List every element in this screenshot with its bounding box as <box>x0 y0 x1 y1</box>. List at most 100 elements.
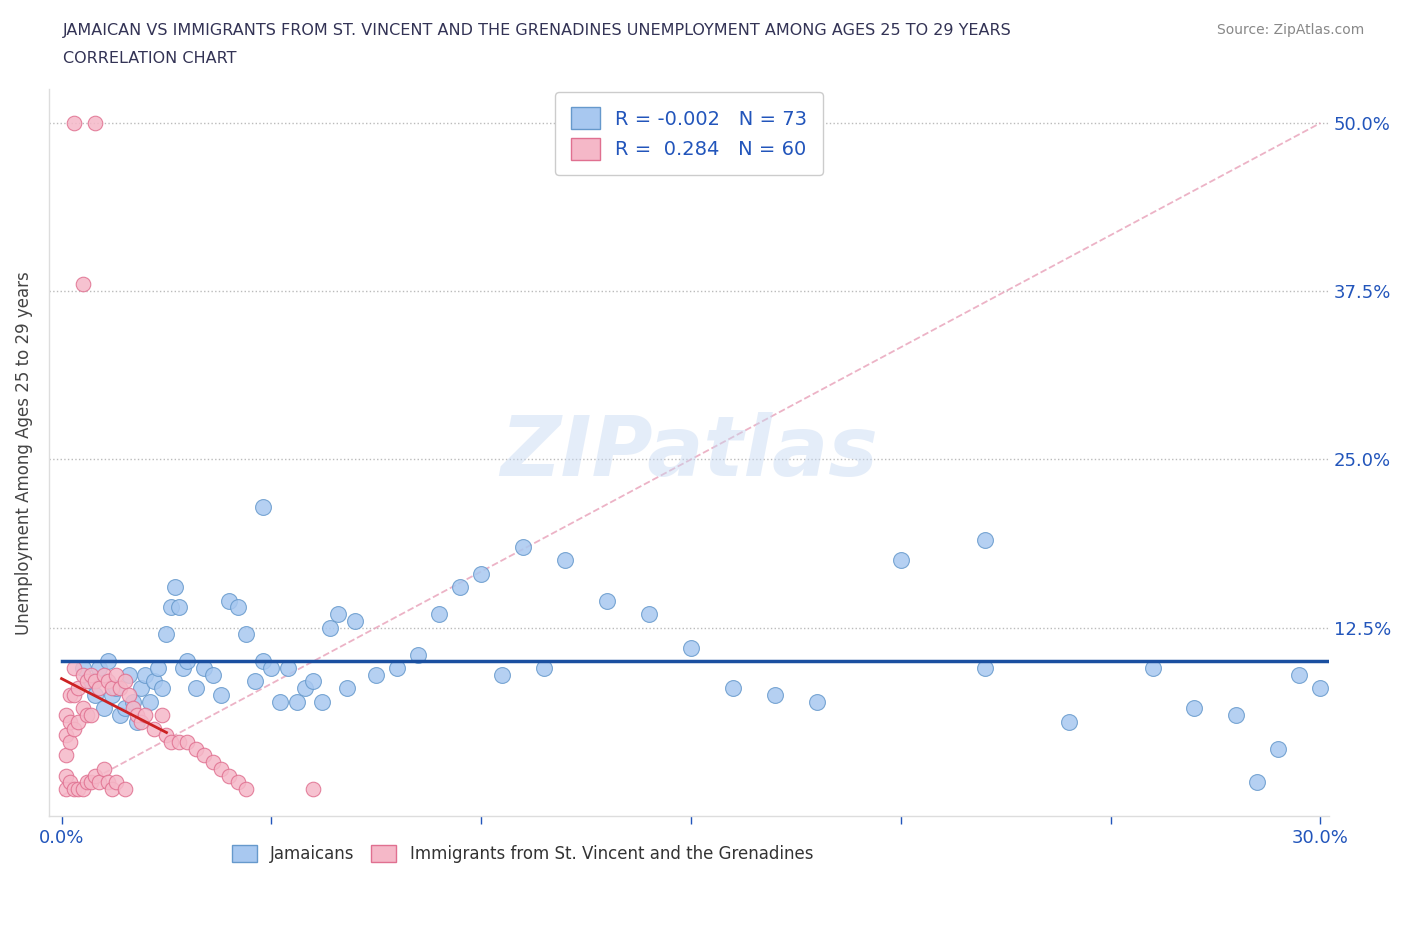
Point <box>1184 701 1206 716</box>
Point <box>55 728 77 743</box>
Point <box>63 660 86 675</box>
Point <box>76 775 98 790</box>
Point <box>101 687 124 702</box>
Point <box>252 654 274 669</box>
Point <box>243 674 266 689</box>
Point <box>138 694 160 709</box>
Point <box>67 781 90 796</box>
Point <box>84 674 107 689</box>
Point <box>101 781 124 796</box>
Point <box>118 687 141 702</box>
Point <box>285 694 308 709</box>
Point <box>105 667 128 682</box>
Point <box>59 775 82 790</box>
Point <box>134 708 156 723</box>
Point <box>155 627 177 642</box>
Point <box>114 781 136 796</box>
Point <box>159 600 181 615</box>
Point <box>470 566 492 581</box>
Point <box>1142 660 1164 675</box>
Point <box>512 539 534 554</box>
Point <box>105 775 128 790</box>
Point <box>311 694 333 709</box>
Point <box>134 667 156 682</box>
Point <box>302 781 325 796</box>
Text: Source: ZipAtlas.com: Source: ZipAtlas.com <box>1216 23 1364 37</box>
Point <box>209 762 232 777</box>
Point <box>72 660 94 675</box>
Point <box>1288 667 1310 682</box>
Point <box>344 614 367 629</box>
Point <box>76 708 98 723</box>
Point <box>55 768 77 783</box>
Point <box>146 660 169 675</box>
Point <box>72 277 94 292</box>
Y-axis label: Unemployment Among Ages 25 to 29 years: Unemployment Among Ages 25 to 29 years <box>15 271 32 634</box>
Point <box>218 768 240 783</box>
Point <box>127 708 149 723</box>
Point <box>252 499 274 514</box>
Point <box>114 701 136 716</box>
Text: JAMAICAN VS IMMIGRANTS FROM ST. VINCENT AND THE GRENADINES UNEMPLOYMENT AMONG AG: JAMAICAN VS IMMIGRANTS FROM ST. VINCENT … <box>63 23 1012 38</box>
Point <box>973 660 995 675</box>
Point <box>122 701 145 716</box>
Point <box>63 721 86 736</box>
Point <box>226 600 249 615</box>
Point <box>973 533 995 548</box>
Point <box>89 681 111 696</box>
Point <box>89 660 111 675</box>
Point <box>63 115 86 130</box>
Point <box>110 681 132 696</box>
Point <box>721 681 744 696</box>
Point <box>63 781 86 796</box>
Point <box>76 674 98 689</box>
Point <box>235 781 257 796</box>
Point <box>209 687 232 702</box>
Point <box>533 660 555 675</box>
Point <box>319 620 342 635</box>
Point <box>72 701 94 716</box>
Point <box>163 579 186 594</box>
Point <box>84 768 107 783</box>
Point <box>302 674 325 689</box>
Point <box>93 701 115 716</box>
Point <box>80 674 103 689</box>
Point <box>176 735 198 750</box>
Point <box>129 681 152 696</box>
Point <box>596 593 619 608</box>
Point <box>114 674 136 689</box>
Point <box>235 627 257 642</box>
Point <box>1267 741 1289 756</box>
Point <box>97 674 120 689</box>
Point <box>67 714 90 729</box>
Point <box>336 681 359 696</box>
Point <box>366 667 388 682</box>
Point <box>129 714 152 729</box>
Point <box>159 735 181 750</box>
Point <box>226 775 249 790</box>
Point <box>101 681 124 696</box>
Point <box>59 735 82 750</box>
Point <box>277 660 299 675</box>
Point <box>184 741 207 756</box>
Point <box>201 755 224 770</box>
Point <box>155 728 177 743</box>
Point <box>890 552 912 567</box>
Point <box>59 687 82 702</box>
Point <box>491 667 513 682</box>
Point <box>118 667 141 682</box>
Point <box>89 775 111 790</box>
Point <box>260 660 283 675</box>
Point <box>122 694 145 709</box>
Point <box>59 714 82 729</box>
Text: CORRELATION CHART: CORRELATION CHART <box>63 51 236 66</box>
Point <box>80 708 103 723</box>
Point <box>142 721 165 736</box>
Point <box>97 654 120 669</box>
Point <box>193 660 215 675</box>
Point <box>55 708 77 723</box>
Point <box>201 667 224 682</box>
Point <box>679 641 702 656</box>
Point <box>72 781 94 796</box>
Point <box>1246 775 1268 790</box>
